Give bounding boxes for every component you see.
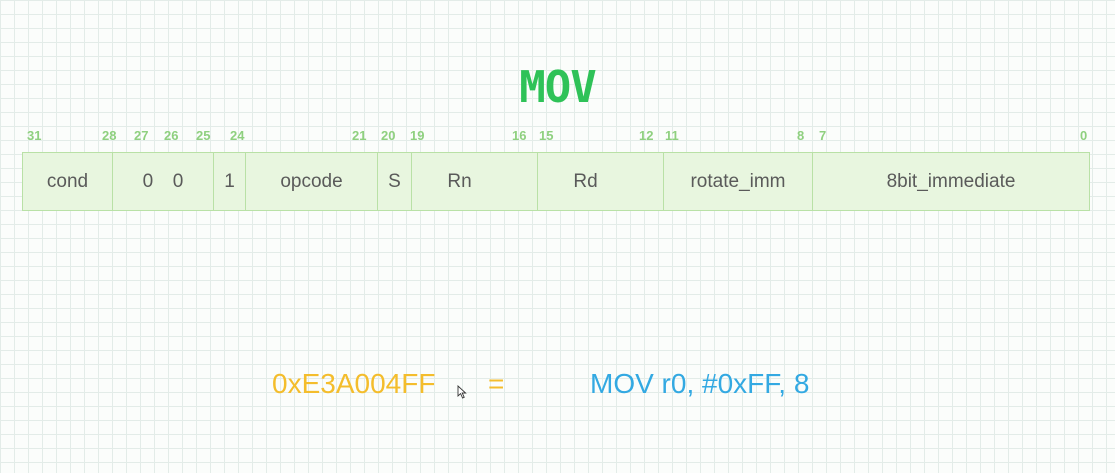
bit-number: 19	[410, 128, 425, 143]
bit-number: 26	[164, 128, 179, 143]
assembly-instruction: MOV r0, #0xFF, 8	[590, 368, 810, 399]
field-label: S	[388, 170, 401, 192]
field-s: S	[377, 152, 412, 211]
field-rd: Rd	[537, 152, 664, 211]
bit-number: 11	[665, 128, 679, 143]
bit-number: 16	[512, 128, 527, 143]
bit-number: 31	[27, 128, 42, 143]
bit-number: 0	[1080, 128, 1088, 143]
hex-encoding: 0xE3A004FF	[272, 368, 436, 399]
bit-number: 8	[797, 128, 805, 143]
bit-number: 12	[639, 128, 654, 143]
bit-number: 25	[196, 128, 211, 143]
bit-number: 7	[819, 128, 827, 143]
field-rotate-imm: rotate_imm	[663, 152, 813, 211]
instruction-encoding-fields: cond 0 0 1 opcode S Rn Rd rotate_imm 8bi…	[22, 152, 1090, 211]
field-8bit-immediate: 8bit_immediate	[812, 152, 1090, 211]
field-label: rotate_imm	[690, 170, 786, 192]
bit-number: 15	[539, 128, 554, 143]
field-cond: cond	[22, 152, 113, 211]
bit-number: 21	[352, 128, 367, 143]
field-label: opcode	[280, 170, 343, 192]
field-rn: Rn	[411, 152, 538, 211]
bit-number: 20	[381, 128, 396, 143]
field-label: cond	[46, 170, 89, 192]
field-label: 1	[224, 170, 235, 192]
field-label: Rd	[573, 170, 598, 192]
bit-number: 28	[102, 128, 117, 143]
field-immediate-flag: 1	[213, 152, 246, 211]
field-label: 0	[142, 170, 154, 192]
field-opcode: opcode	[245, 152, 378, 211]
field-label: 0	[172, 170, 184, 192]
field-zero-bits: 0 0	[112, 152, 214, 211]
mouse-cursor-icon	[457, 385, 467, 399]
bit-number: 24	[230, 128, 245, 143]
bit-number: 27	[134, 128, 149, 143]
diagram-title: MOV	[519, 62, 596, 113]
field-label: 8bit_immediate	[886, 170, 1016, 192]
field-label: Rn	[447, 170, 472, 192]
equals-sign: =	[488, 368, 505, 399]
